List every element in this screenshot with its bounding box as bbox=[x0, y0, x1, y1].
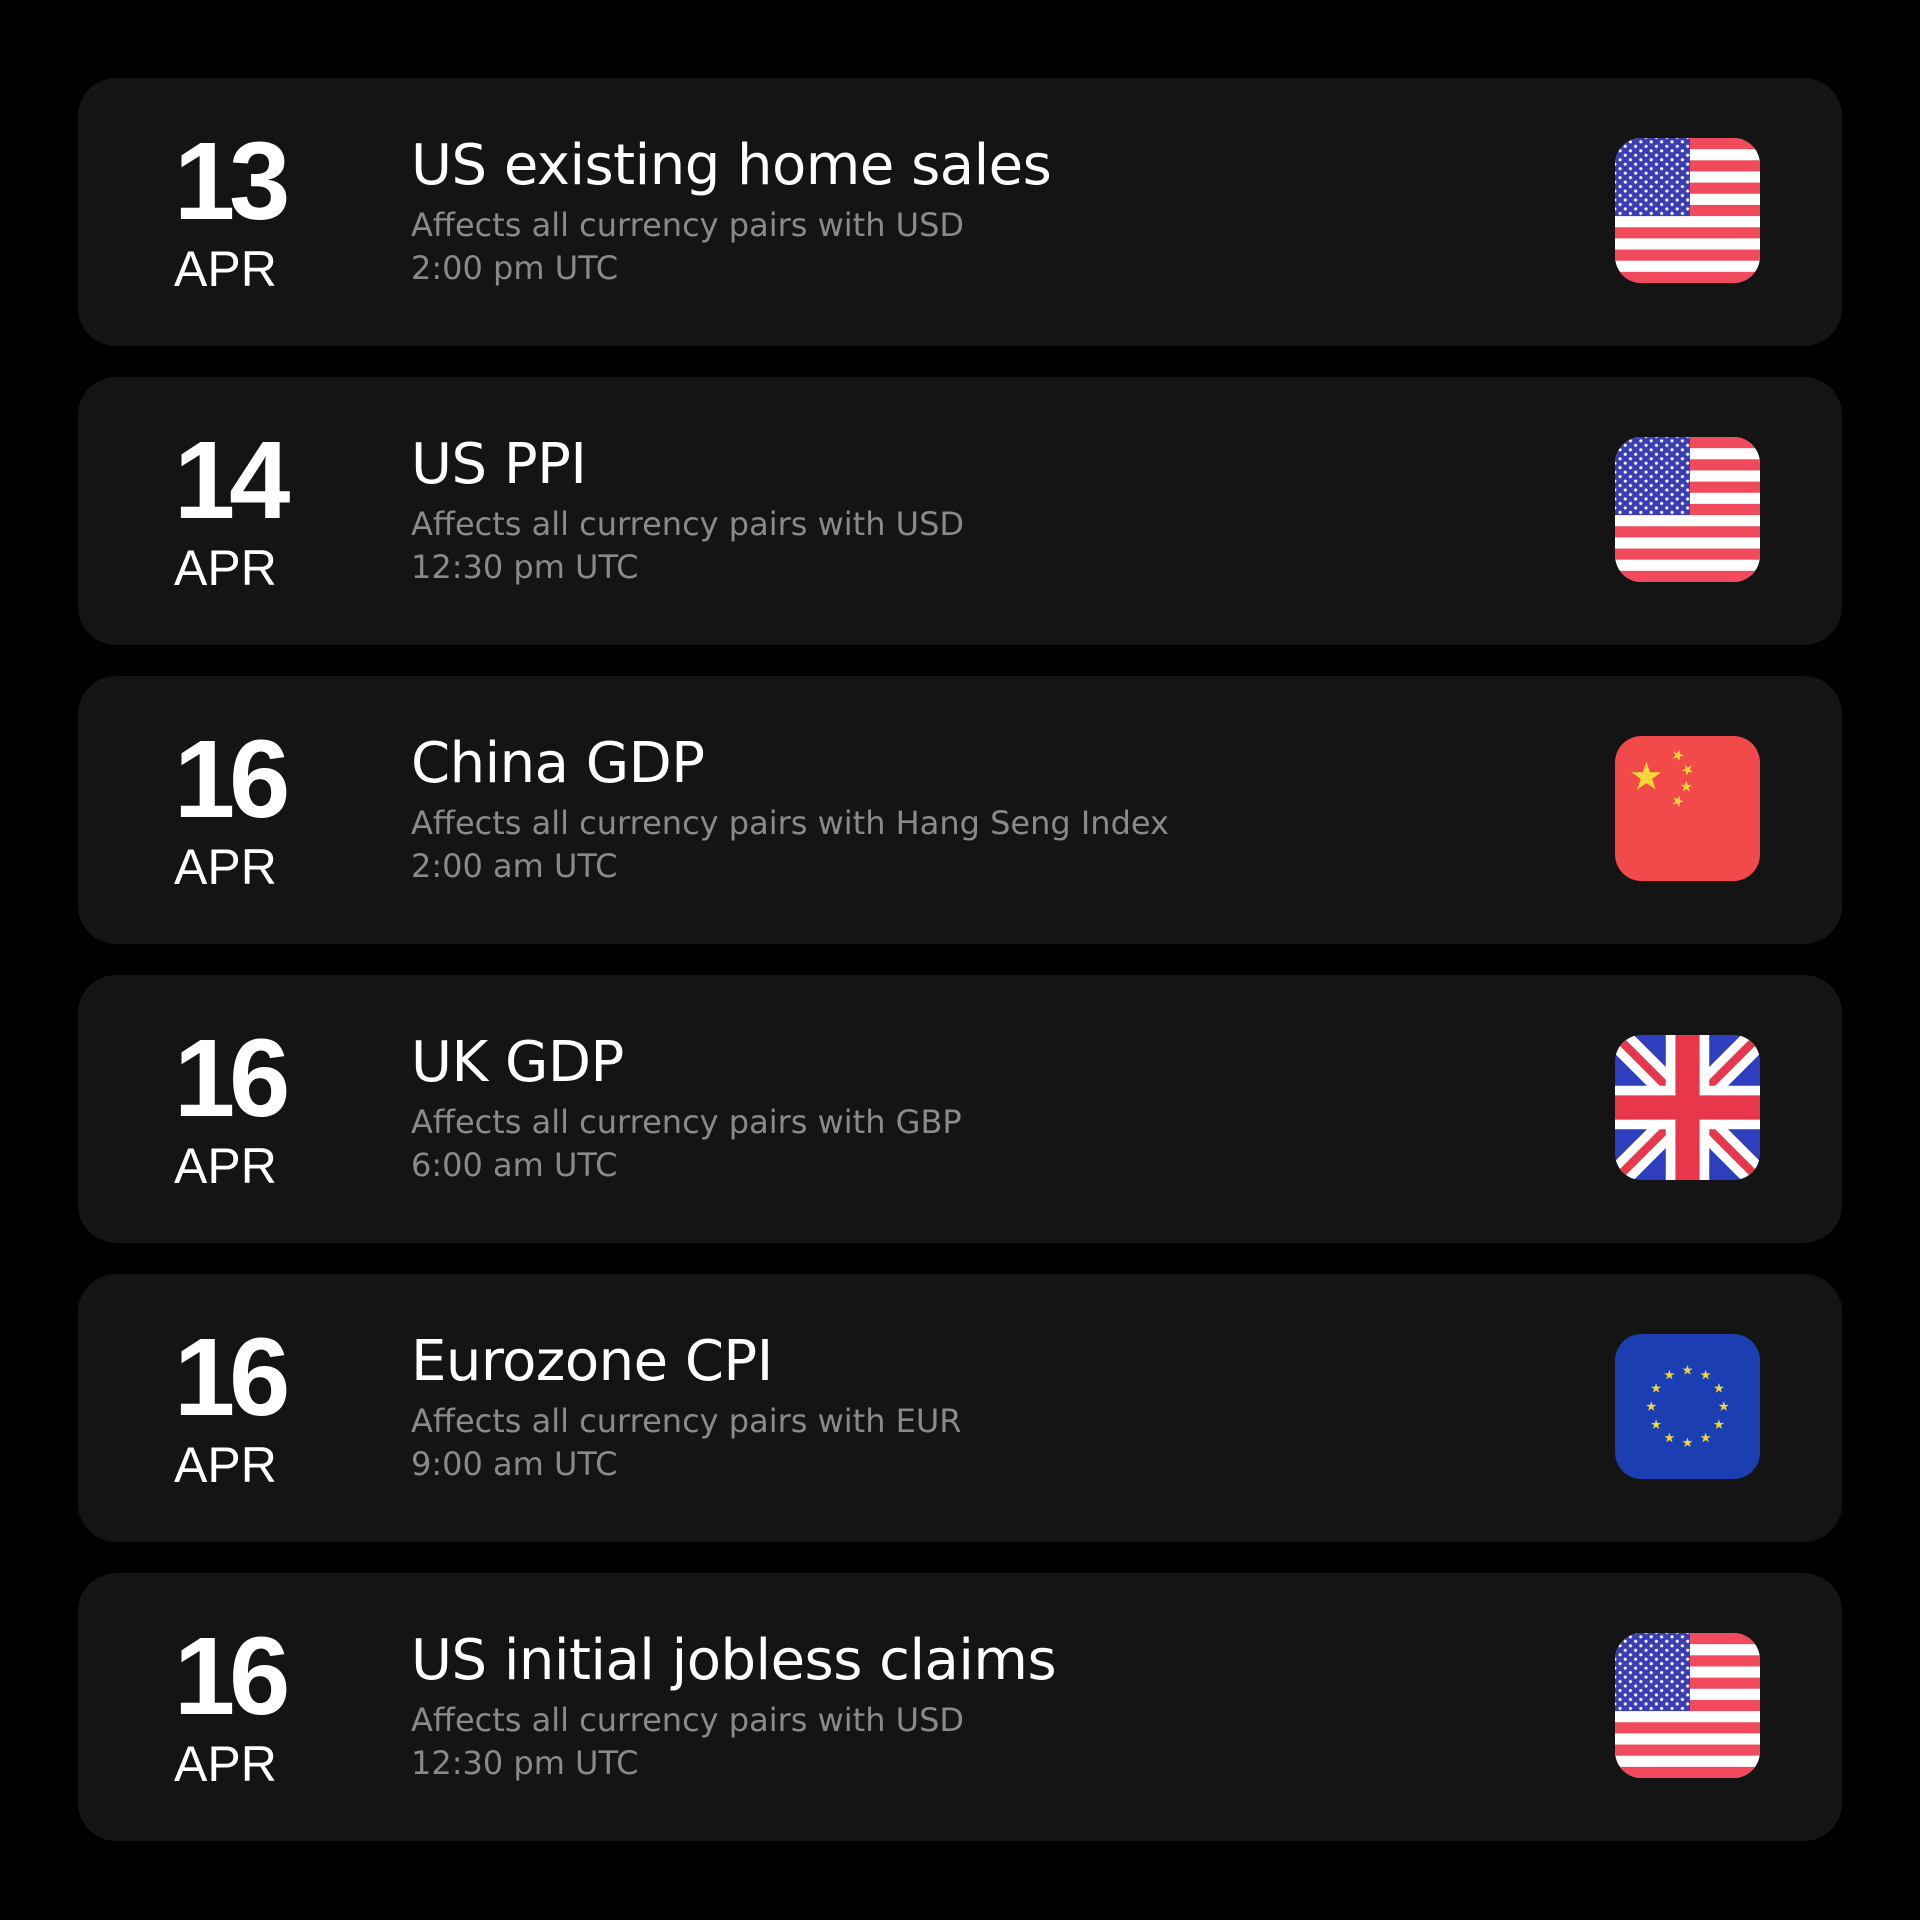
event-title: Eurozone CPI bbox=[411, 1329, 773, 1394]
event-card: 16 APR Eurozone CPI Affects all currency pa… bbox=[78, 1274, 1842, 1542]
event-affects: Affects all currency pairs with EUR bbox=[411, 1402, 962, 1440]
event-day: 16 bbox=[174, 1615, 290, 1738]
event-day: 16 bbox=[174, 1316, 290, 1439]
country-flag bbox=[1615, 736, 1760, 881]
country-flag bbox=[1615, 437, 1760, 582]
event-day: 13 bbox=[174, 120, 290, 243]
event-time: 2:00 am UTC bbox=[411, 847, 618, 885]
country-flag bbox=[1615, 138, 1760, 283]
event-time: 9:00 am UTC bbox=[411, 1445, 618, 1483]
event-affects: Affects all currency pairs with USD bbox=[411, 206, 965, 244]
country-flag bbox=[1615, 1334, 1760, 1479]
event-time: 6:00 am UTC bbox=[411, 1146, 618, 1184]
event-month: APR bbox=[174, 1437, 277, 1493]
event-month: APR bbox=[174, 1138, 277, 1194]
event-day: 14 bbox=[174, 419, 290, 542]
event-title: China GDP bbox=[411, 731, 705, 796]
event-card: 14 APR US PPI Affects all currency pairs wi… bbox=[78, 377, 1842, 645]
event-month: APR bbox=[174, 839, 277, 895]
event-card: 13 APR US existing home sales Affects all c… bbox=[78, 78, 1842, 346]
event-title: US initial jobless claims bbox=[411, 1628, 1057, 1693]
event-affects: Affects all currency pairs with USD bbox=[411, 505, 965, 543]
event-affects: Affects all currency pairs with Hang Sen… bbox=[411, 804, 1169, 842]
event-time: 12:30 pm UTC bbox=[411, 1744, 639, 1782]
event-card: 16 APR US initial jobless claims Affects al… bbox=[78, 1573, 1842, 1841]
event-affects: Affects all currency pairs with GBP bbox=[411, 1103, 962, 1141]
event-title: US PPI bbox=[411, 432, 587, 497]
country-flag bbox=[1615, 1633, 1760, 1778]
event-card: 16 APR UK GDP Affects all currency pairs wi… bbox=[78, 975, 1842, 1243]
country-flag bbox=[1615, 1035, 1760, 1180]
event-title: US existing home sales bbox=[411, 133, 1052, 198]
event-affects: Affects all currency pairs with USD bbox=[411, 1701, 965, 1739]
event-card: 16 APR China GDP Affects all currency pairs… bbox=[78, 676, 1842, 944]
event-time: 12:30 pm UTC bbox=[411, 548, 639, 586]
event-day: 16 bbox=[174, 718, 290, 841]
event-month: APR bbox=[174, 241, 277, 297]
event-day: 16 bbox=[174, 1017, 290, 1140]
event-time: 2:00 pm UTC bbox=[411, 249, 619, 287]
event-month: APR bbox=[174, 540, 277, 596]
event-month: APR bbox=[174, 1736, 277, 1792]
event-title: UK GDP bbox=[411, 1030, 624, 1095]
